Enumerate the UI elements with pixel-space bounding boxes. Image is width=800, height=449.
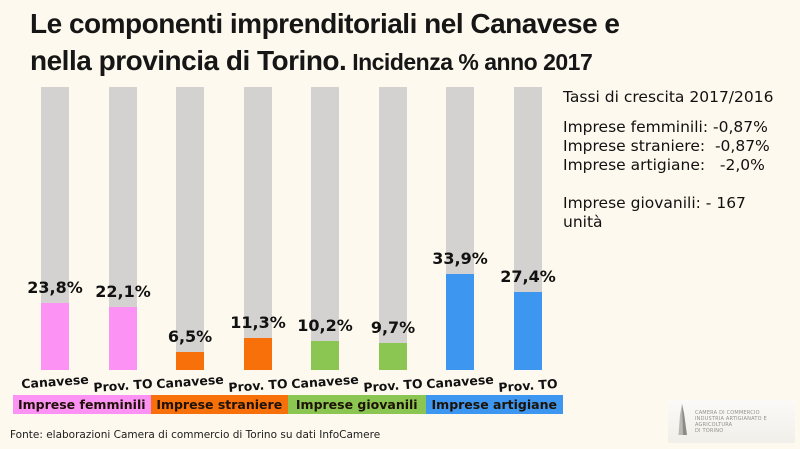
slide-title: Le componenti imprenditoriali nel Canave… [30, 5, 775, 81]
bar-value-label: 27,4% [500, 267, 556, 286]
growth-line-giovanili: Imprese giovanili: - 167 unità [563, 194, 746, 231]
bar-fill-imprese-artigiane-prov-to [514, 292, 542, 370]
growth-panel-title: Tassi di crescita 2017/2016 [563, 88, 774, 106]
slide-title-subtitle: Incidenza % anno 2017 [346, 49, 593, 75]
bar-fill-imprese-straniere-canavese [176, 352, 204, 370]
bar-value-label: 6,5% [167, 327, 213, 346]
bar-value-label: 33,9% [432, 249, 488, 268]
bar-track [176, 87, 204, 370]
bar-track [379, 87, 407, 370]
logo-text: CAMERA DI COMMERCIO INDUSTRIA ARTIGIANAT… [695, 409, 767, 434]
slide-title-line1: Le componenti imprenditoriali nel Canave… [30, 8, 620, 39]
legend-item-imprese-giovanili: Imprese giovanili [288, 395, 426, 414]
bar-fill-imprese-femminili-canavese [41, 303, 69, 370]
bar-value-label: 22,1% [95, 282, 151, 301]
growth-line-straniere: Imprese straniere: -0,87% [563, 137, 770, 155]
bar-fill-imprese-femminili-prov-to [109, 307, 137, 370]
bar-value-label: 11,3% [230, 313, 286, 332]
growth-line-artigiane: Imprese artigiane: -2,0% [563, 156, 765, 174]
bar-value-label: 23,8% [27, 278, 83, 297]
chamber-of-commerce-logo: CAMERA DI COMMERCIO INDUSTRIA ARTIGIANAT… [668, 400, 795, 443]
bar-fill-imprese-giovanili-canavese [311, 341, 339, 370]
bar-fill-imprese-artigiane-canavese [446, 274, 474, 370]
growth-rates-panel: Tassi di crescita 2017/2016 Imprese femm… [563, 88, 781, 232]
mole-antonelliana-icon [676, 403, 690, 440]
bar-value-label: 10,2% [297, 316, 353, 335]
bar-track [244, 87, 272, 370]
legend-item-imprese-artigiane: Imprese artigiane [425, 395, 563, 414]
legend-item-imprese-femminili: Imprese femminili [13, 395, 151, 414]
bar-fill-imprese-giovanili-prov-to [379, 343, 407, 370]
growth-line-femminili: Imprese femminili: -0,87% [563, 118, 768, 136]
chart-legend: Imprese femminili Imprese straniere Impres… [13, 395, 563, 414]
bar-track [311, 87, 339, 370]
legend-item-imprese-straniere: Imprese straniere [150, 395, 288, 414]
bar-fill-imprese-straniere-prov-to [244, 338, 272, 370]
slide-title-line2: nella provincia di Torino. Incidenza % a… [30, 45, 593, 76]
bar-value-label: 9,7% [370, 318, 416, 337]
source-note: Fonte: elaborazioni Camera di commercio … [10, 429, 381, 441]
